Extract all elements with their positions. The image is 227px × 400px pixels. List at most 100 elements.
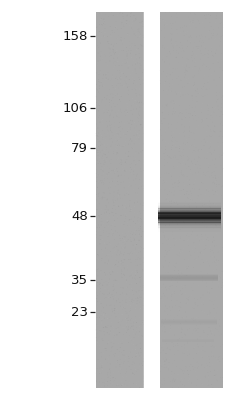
Point [143, 132, 146, 138]
Point [99, 268, 102, 274]
Point [214, 98, 218, 105]
Point [111, 167, 114, 173]
Point [196, 314, 200, 321]
Point [194, 49, 198, 56]
Point [210, 60, 214, 66]
Point [139, 183, 143, 190]
Point [95, 338, 98, 344]
Point [127, 13, 130, 19]
Point [181, 135, 185, 141]
Point [195, 344, 199, 350]
Point [108, 326, 111, 332]
Point [213, 15, 217, 21]
Point [106, 338, 110, 344]
Point [173, 70, 177, 76]
Point [182, 171, 185, 177]
Point [205, 334, 209, 340]
Point [121, 243, 124, 250]
Point [221, 150, 224, 156]
Point [174, 283, 177, 290]
Point [141, 354, 145, 360]
Point [213, 310, 217, 316]
Point [108, 106, 111, 112]
Point [207, 98, 211, 104]
Point [125, 38, 128, 45]
Point [171, 154, 175, 160]
Point [165, 192, 169, 198]
Point [165, 306, 168, 312]
Point [214, 112, 217, 119]
Point [158, 18, 161, 25]
Point [134, 170, 137, 176]
Point [114, 23, 117, 30]
Point [202, 38, 205, 44]
Point [114, 73, 118, 79]
Point [218, 121, 221, 127]
Point [205, 89, 209, 96]
Point [186, 110, 189, 117]
Point [141, 296, 144, 302]
Point [200, 194, 204, 200]
Point [220, 259, 223, 266]
Point [201, 140, 205, 147]
Point [121, 271, 125, 278]
Point [179, 169, 182, 176]
Point [130, 12, 134, 18]
Point [174, 343, 178, 349]
Point [131, 338, 135, 345]
Point [109, 182, 112, 189]
Point [180, 248, 183, 255]
Point [126, 364, 130, 371]
Point [157, 195, 161, 201]
Point [218, 33, 222, 40]
Point [212, 367, 215, 373]
Point [103, 71, 106, 78]
Point [182, 345, 186, 351]
Point [210, 180, 213, 186]
Point [195, 325, 199, 332]
Point [161, 78, 165, 84]
Point [95, 87, 99, 93]
Point [128, 306, 132, 312]
Point [126, 324, 130, 330]
Point [109, 104, 113, 110]
Point [141, 353, 144, 359]
Point [181, 158, 185, 165]
Point [114, 24, 118, 31]
Point [96, 58, 99, 64]
Point [194, 359, 198, 366]
Point [106, 112, 110, 118]
Point [193, 220, 197, 226]
Point [180, 306, 184, 312]
Point [99, 132, 103, 139]
Point [217, 74, 220, 81]
Point [172, 14, 176, 20]
Point [191, 169, 194, 175]
Point [115, 345, 118, 352]
Point [174, 47, 177, 54]
Point [188, 317, 192, 323]
Point [187, 128, 191, 134]
Point [96, 230, 99, 237]
Point [118, 50, 121, 56]
Point [160, 238, 164, 244]
Point [98, 256, 101, 263]
Point [126, 90, 129, 96]
Point [166, 321, 170, 328]
Point [200, 306, 204, 312]
Point [213, 15, 217, 22]
Point [94, 220, 97, 226]
Point [192, 256, 195, 262]
Point [142, 240, 145, 246]
Point [161, 318, 164, 325]
Point [138, 277, 142, 283]
Point [190, 209, 194, 215]
Point [191, 204, 194, 210]
Point [159, 136, 163, 142]
Point [100, 43, 103, 49]
Point [192, 106, 196, 113]
Point [168, 322, 171, 329]
Point [138, 346, 141, 353]
Point [122, 142, 126, 148]
Point [174, 218, 177, 224]
